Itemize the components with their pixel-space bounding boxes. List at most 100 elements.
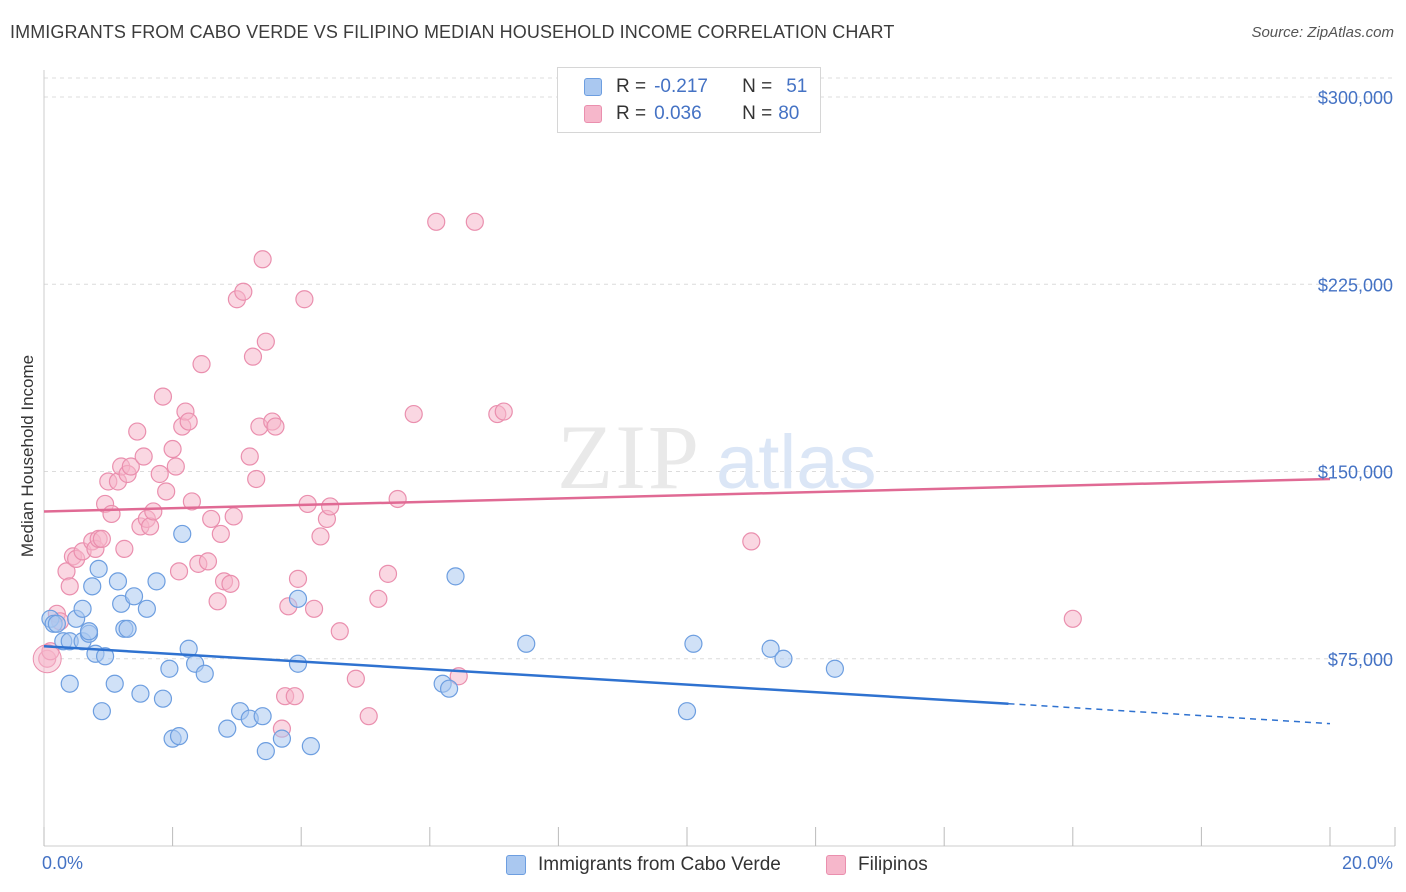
x-tick-label-max: 20.0% bbox=[1342, 853, 1393, 873]
bottom-legend-label: Immigrants from Cabo Verde bbox=[538, 854, 781, 875]
cabo-verde-point bbox=[169, 727, 189, 746]
cabo-verde-point bbox=[253, 707, 272, 726]
cabo-verde-point bbox=[774, 649, 793, 668]
correlation-legend: R = -0.217 N = 51 R = 0.036 N = 80 bbox=[557, 67, 821, 133]
filipinos-point bbox=[266, 417, 285, 436]
filipinos-point bbox=[285, 687, 304, 706]
filipinos-point bbox=[202, 509, 221, 529]
filipinos-point bbox=[198, 552, 218, 571]
bottom-legend-filipinos: Filipinos bbox=[826, 852, 928, 878]
filipinos-point bbox=[346, 669, 365, 688]
cabo-verde-point bbox=[272, 729, 292, 748]
filipinos-point bbox=[494, 402, 513, 421]
watermark-zip: ZIP bbox=[557, 406, 701, 508]
cabo-verde-point bbox=[60, 674, 79, 693]
cabo-verde-point bbox=[677, 702, 697, 721]
source-label: Source: ZipAtlas.com bbox=[1251, 24, 1394, 41]
cabo-verde-point bbox=[153, 689, 173, 708]
cabo-verde-point bbox=[147, 572, 166, 591]
filipinos-point-large bbox=[32, 644, 62, 674]
cabo-verde-point bbox=[517, 634, 536, 653]
filipinos-point bbox=[388, 489, 407, 509]
cabo-verde-point bbox=[218, 719, 237, 738]
cabo-verde-point bbox=[118, 619, 137, 638]
cabo-verde-points bbox=[41, 524, 844, 761]
legend-n-value: 51 bbox=[786, 76, 808, 97]
cabo-verde-point bbox=[288, 589, 308, 608]
cabo-verde-trend-extension bbox=[1008, 702, 1331, 725]
filipinos-point bbox=[378, 564, 398, 583]
cabo-verde-point bbox=[83, 577, 102, 596]
filipinos-point bbox=[240, 447, 259, 466]
legend-r-value: -0.217 bbox=[654, 76, 708, 97]
filipinos-point bbox=[427, 212, 446, 231]
cabo-verde-point bbox=[446, 567, 465, 586]
cabo-verde-point bbox=[439, 679, 459, 698]
filipinos-point bbox=[179, 412, 198, 431]
x-tick-labels: 0.0% 20.0% bbox=[42, 853, 1393, 873]
filipinos-point bbox=[369, 589, 388, 608]
trend-lines bbox=[43, 477, 1331, 725]
filipinos-point bbox=[128, 422, 147, 441]
filipinos-point bbox=[169, 562, 189, 581]
y-tick-label: $150,000 bbox=[1318, 463, 1393, 483]
filipinos-point bbox=[234, 282, 253, 301]
chart-title: IMMIGRANTS FROM CABO VERDE VS FILIPINO M… bbox=[10, 22, 895, 42]
cabo-verde-point bbox=[137, 599, 156, 618]
cabo-verde-point bbox=[79, 622, 99, 641]
filipinos-point bbox=[295, 290, 314, 309]
filipinos-point bbox=[321, 497, 340, 516]
y-tick-label: $300,000 bbox=[1318, 88, 1393, 108]
filipinos-point bbox=[224, 507, 243, 526]
cabo-verde-point bbox=[131, 684, 150, 703]
filipinos-points bbox=[32, 212, 1082, 738]
cabo-verde-point bbox=[179, 639, 198, 658]
filipinos-point bbox=[330, 622, 349, 641]
cabo-verde-trend-line bbox=[43, 645, 1009, 705]
y-tick-label: $75,000 bbox=[1328, 650, 1393, 670]
cabo-verde-point bbox=[195, 664, 214, 683]
legend-r-label: R = bbox=[616, 76, 647, 97]
axes bbox=[43, 70, 1396, 847]
filipinos-point bbox=[157, 482, 176, 501]
filipinos-point bbox=[404, 404, 423, 424]
filipinos-point bbox=[140, 517, 160, 536]
legend-swatch-blue bbox=[584, 78, 602, 96]
y-tick-label: $225,000 bbox=[1318, 275, 1393, 295]
bottom-legend-swatch-blue bbox=[506, 855, 526, 875]
cabo-verde-point bbox=[73, 599, 92, 618]
cabo-verde-point bbox=[301, 737, 320, 756]
legend-row-filipinos: R = 0.036 N = 80 bbox=[584, 101, 799, 127]
cabo-verde-point bbox=[89, 559, 108, 578]
filipinos-point bbox=[465, 212, 484, 231]
filipinos-point bbox=[102, 504, 121, 524]
legend-r-label: R = bbox=[616, 103, 647, 124]
cabo-verde-point bbox=[108, 572, 128, 591]
cabo-verde-point bbox=[684, 634, 703, 653]
cabo-verde-point bbox=[761, 639, 780, 658]
filipinos-point bbox=[182, 492, 201, 511]
filipinos-point bbox=[115, 539, 134, 558]
x-tick-label-min: 0.0% bbox=[42, 853, 83, 873]
cabo-verde-point bbox=[256, 742, 275, 761]
filipinos-point bbox=[304, 599, 324, 618]
filipinos-point bbox=[243, 347, 263, 366]
filipinos-point bbox=[742, 532, 761, 551]
cabo-verde-point bbox=[173, 524, 192, 544]
legend-r-value: 0.036 bbox=[654, 103, 702, 124]
cabo-verde-point bbox=[160, 659, 179, 678]
filipinos-point bbox=[150, 464, 169, 484]
cabo-verde-point bbox=[124, 587, 144, 606]
cabo-verde-point bbox=[825, 659, 844, 678]
filipinos-point bbox=[359, 707, 378, 726]
bottom-legend-cabo-verde: Immigrants from Cabo Verde bbox=[506, 852, 781, 878]
gridlines bbox=[44, 77, 1395, 660]
cabo-verde-point bbox=[92, 702, 111, 721]
filipinos-point bbox=[211, 524, 230, 544]
filipinos-point bbox=[221, 574, 240, 593]
filipinos-point bbox=[192, 355, 211, 374]
filipinos-point bbox=[153, 387, 173, 406]
legend-n-label: N = bbox=[742, 76, 773, 97]
filipinos-point bbox=[208, 592, 227, 611]
